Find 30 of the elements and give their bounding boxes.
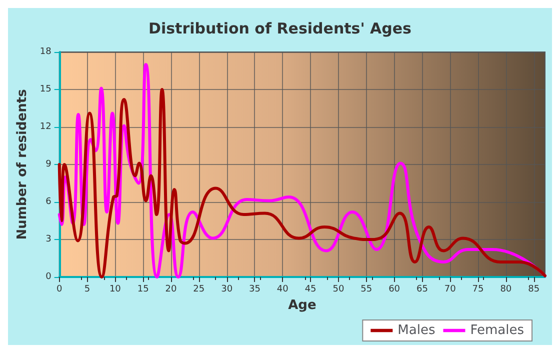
x-tick-label: 0 xyxy=(56,284,62,294)
x-tick-label: 25 xyxy=(193,284,205,294)
x-tick-label: 30 xyxy=(221,284,233,294)
x-tick-label: 60 xyxy=(388,284,400,294)
x-axis-title: Age xyxy=(288,298,316,313)
legend-label: Females xyxy=(470,323,524,338)
x-tick-label: 15 xyxy=(137,284,149,294)
y-tick-label: 3 xyxy=(46,234,52,244)
y-tick-label: 0 xyxy=(46,272,52,282)
y-tick-label: 6 xyxy=(46,197,52,207)
x-tick-label: 10 xyxy=(109,284,122,294)
y-axis-title: Number of residents xyxy=(15,88,30,240)
x-tick-label: 50 xyxy=(332,284,344,294)
y-tick-label: 12 xyxy=(40,122,52,132)
x-tick-label: 75 xyxy=(472,284,484,294)
x-tick-label: 20 xyxy=(165,284,177,294)
x-tick-label: 35 xyxy=(249,284,260,294)
y-tick-label: 15 xyxy=(40,84,52,94)
legend-label: Males xyxy=(398,323,436,338)
x-tick-label: 80 xyxy=(500,284,512,294)
x-tick-label: 85 xyxy=(528,284,540,294)
chart-title: Distribution of Residents' Ages xyxy=(148,20,412,38)
x-tick-label: 5 xyxy=(84,284,90,294)
x-tick-label: 65 xyxy=(416,284,428,294)
x-tick-label: 45 xyxy=(304,284,316,294)
x-tick-label: 40 xyxy=(276,284,289,294)
y-tick-label: 9 xyxy=(46,160,52,170)
y-tick-label: 18 xyxy=(40,47,52,57)
x-tick-label: 55 xyxy=(360,284,372,294)
x-tick-label: 70 xyxy=(444,284,456,294)
